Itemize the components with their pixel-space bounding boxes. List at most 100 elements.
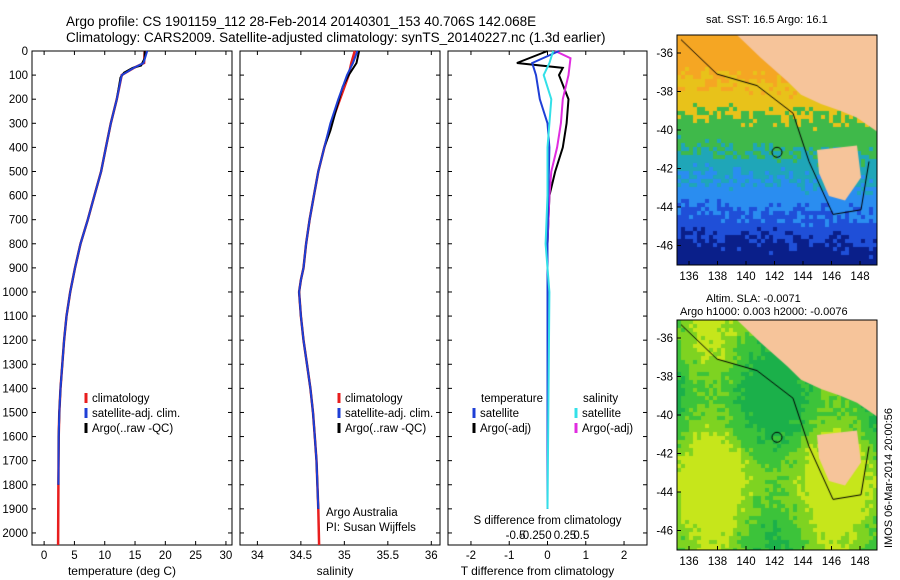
depth-tick-label: 900: [9, 263, 28, 275]
depth-tick-label: 200: [9, 94, 28, 106]
sla-map-title-1: Altim. SLA: -0.0071: [706, 293, 801, 305]
sla-map-x-tick-label: 144: [793, 556, 813, 568]
difference-plot: -2 -1 0 1 2-0.5-0.25 0 0.250.5S difference fro…: [447, 50, 648, 578]
sst-map-title: sat. SST: 16.5 Argo: 16.1: [706, 14, 828, 26]
depth-tick-label: 800: [9, 239, 28, 251]
x-tick-label: 5: [71, 550, 77, 562]
x-tick-label: 0: [544, 550, 550, 562]
salinity-note-2: PI: Susan Wijffels: [326, 522, 416, 534]
sla-map-frame: [676, 319, 878, 551]
depth-tick-label: 1400: [2, 383, 28, 395]
x-tick-label: 15: [129, 550, 142, 562]
sla-map-x-tick-label: 136: [679, 556, 698, 568]
depth-tick-label: 700: [9, 215, 28, 227]
sla-map[interactable]: [677, 320, 877, 550]
diff-legend-temp-satellite-label: satellite: [480, 408, 519, 420]
diff-temp-satellite-line: [530, 50, 560, 509]
salinity-satellite-line: [298, 50, 359, 509]
sla-map-y-tick-label: -40: [656, 410, 673, 422]
temperature-climatology-line: [56, 50, 146, 546]
sst-map-y-tick-label: -44: [656, 202, 673, 214]
diff-title-salinity: salinity: [583, 393, 618, 405]
x-tick-label: 10: [98, 550, 111, 562]
depth-tick-label: 300: [9, 118, 28, 130]
header-line-2: Climatology: CARS2009. Satellite-adjuste…: [66, 30, 606, 45]
depth-tick-label: 100: [9, 70, 28, 82]
salinity-legend-argo-label: Argo(..raw -QC): [345, 423, 426, 435]
sst-map-y-tick-label: -46: [656, 241, 673, 253]
s-diff-tick-label: -0.25: [519, 530, 545, 542]
depth-tick-label: 0: [22, 46, 28, 58]
x-tick-label: 35: [338, 550, 351, 562]
sla-map-y-tick-label: -36: [656, 333, 673, 345]
header-line-1: Argo profile: CS 1901159_112 28-Feb-2014…: [66, 14, 537, 29]
x-tick-label: 2: [621, 550, 627, 562]
sla-map-x-tick-label: 140: [736, 556, 755, 568]
t-diff-xlabel: T difference from climatology: [461, 564, 615, 578]
salinity-xlabel: salinity: [317, 564, 354, 578]
depth-tick-label: 1800: [2, 480, 28, 492]
x-tick-label: 34: [251, 550, 264, 562]
sst-map-x-tick-label: 138: [708, 271, 727, 283]
sla-map-x-tick-label: 142: [765, 556, 784, 568]
s-diff-tick-label: -0.5: [506, 530, 526, 542]
x-tick-label: 34.5: [290, 550, 312, 562]
s-diff-axis-label: S difference from climatology: [473, 515, 621, 527]
depth-tick-label: 1700: [2, 456, 28, 468]
temperature-legend-argo-label: Argo(..raw -QC): [92, 423, 173, 435]
salinity-plot: 34 34.5 35 35.5 36 salinity climatology satelli…: [239, 50, 441, 578]
s-diff-tick-label: 0: [545, 530, 551, 542]
sst-map-x-tick-label: 142: [765, 271, 784, 283]
diff-legend-sal-satellite-label: satellite: [582, 408, 621, 420]
x-tick-label: -1: [504, 550, 514, 562]
s-diff-tick-label: 0.5: [573, 530, 589, 542]
temperature-plot: 0100200300400500600700800900100011001200…: [2, 46, 233, 578]
depth-tick-label: 1000: [2, 287, 28, 299]
sla-map-y-tick-label: -44: [656, 487, 673, 499]
sla-map-y-tick-label: -46: [656, 526, 673, 538]
temperature-legend-satellite-label: satellite-adj. clim.: [92, 408, 180, 420]
depth-tick-label: 400: [9, 142, 28, 154]
x-tick-label: 36: [425, 550, 438, 562]
depth-tick-label: 2000: [2, 528, 28, 540]
sst-map-frame: [676, 34, 878, 266]
sst-map-y-tick-label: -42: [656, 164, 673, 176]
depth-tick-label: 1600: [2, 432, 28, 444]
salinity-argo-line: [298, 50, 361, 509]
diff-sal-satellite-line: [542, 50, 555, 509]
sla-map-x-tick-label: 138: [708, 556, 727, 568]
diff-legend-temp-argo-label: Argo(-adj): [480, 423, 531, 435]
sst-map-x-tick-label: 148: [850, 271, 869, 283]
temperature-legend-climatology-label: climatology: [92, 393, 150, 405]
sla-map-title-2: Argo h1000: 0.003 h2000: -0.0076: [680, 306, 848, 318]
depth-tick-label: 1500: [2, 407, 28, 419]
sst-map-x-tick-label: 140: [736, 271, 755, 283]
sst-map-x-tick-label: 136: [679, 271, 698, 283]
sla-map-y-tick-label: -42: [656, 449, 673, 461]
sla-map-x-tick-label: 148: [850, 556, 869, 568]
sst-map-y-tick-label: -38: [656, 87, 673, 99]
diff-legend-sal-argo-label: Argo(-adj): [582, 423, 633, 435]
depth-tick-label: 600: [9, 191, 28, 203]
temperature-frame: [31, 50, 233, 546]
x-tick-label: 0: [41, 550, 47, 562]
sst-map-x-tick-label: 146: [822, 271, 841, 283]
sla-map-y-tick-label: -38: [656, 372, 673, 384]
x-tick-label: 1: [583, 550, 589, 562]
x-tick-label: 30: [220, 550, 233, 562]
x-tick-label: -2: [466, 550, 476, 562]
temperature-xlabel: temperature (deg C): [68, 564, 176, 578]
salinity-frame: [239, 50, 441, 546]
sst-map-y-tick-label: -36: [656, 48, 673, 60]
sst-map-y-tick-label: -40: [656, 125, 673, 137]
temperature-satellite-line: [57, 50, 149, 485]
salinity-climatology-line: [297, 50, 356, 546]
x-tick-label: 25: [189, 550, 202, 562]
depth-tick-label: 1100: [3, 311, 28, 323]
sla-map-x-tick-label: 146: [822, 556, 841, 568]
sst-map[interactable]: [677, 35, 877, 265]
depth-tick-label: 500: [9, 166, 28, 178]
sst-map-axes: -36 -38 -40 -42 -44 -46 136 138 140 142 144 146 148: [656, 34, 878, 283]
sla-map-axes: -36 -38 -40 -42 -44 -46 136 138 140 142 144 146 148: [656, 319, 878, 568]
